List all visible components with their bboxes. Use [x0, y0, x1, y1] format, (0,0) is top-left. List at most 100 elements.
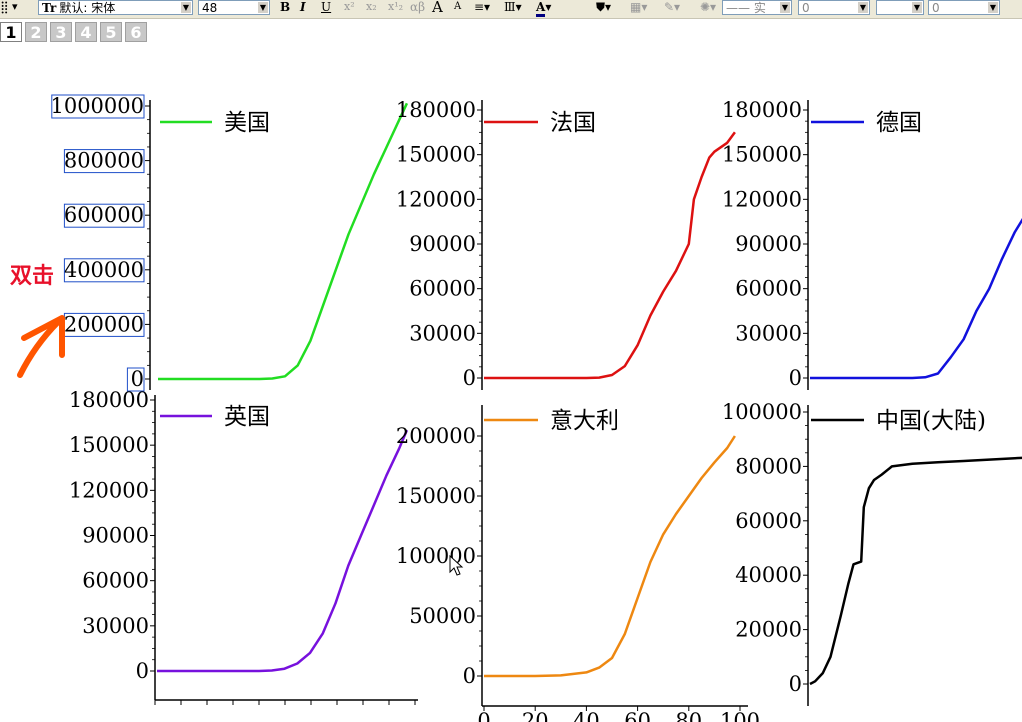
- mouse-cursor-icon: [449, 554, 464, 576]
- size-value: 0: [932, 1, 940, 15]
- y-tick-label: 120000: [396, 187, 476, 211]
- superscript-button[interactable]: x²: [344, 0, 355, 13]
- double-click-annotation: 双击: [10, 264, 65, 378]
- chart-panel-1: 0 200000 400000 600000 800000 1000000 美国: [50, 94, 409, 392]
- annotation-label: 双击: [10, 264, 54, 289]
- y-tick-label: 0: [789, 366, 802, 390]
- y-tick-label: 60000: [82, 569, 149, 593]
- subsuper-button[interactable]: x¹₂: [388, 0, 404, 13]
- font-family-dropdown-icon[interactable]: ▼: [181, 2, 191, 13]
- line-width-select[interactable]: 0 ▼: [798, 0, 870, 15]
- x-tick-label: 100: [720, 709, 760, 722]
- size-select[interactable]: 0 ▼: [928, 0, 1000, 15]
- text-style-icon[interactable]: Ⅲ▾: [504, 0, 522, 14]
- greek-button[interactable]: αβ: [410, 0, 426, 14]
- y-tick-selection-box: [63, 203, 145, 228]
- y-tick-label: 120000: [722, 187, 802, 211]
- decrease-font-button[interactable]: A: [454, 1, 462, 12]
- chart-panel-3: 0 30000 60000 90000 120000 150000 180000 德国: [722, 98, 1022, 390]
- formatting-toolbar: ⣿ ▾ Tr 默认: 宋体 ▼ 48 ▼ B I U x² x₂ x¹₂ αβ A…: [0, 0, 1022, 19]
- line-width-value: 0: [802, 1, 810, 15]
- border-dropdown-icon[interactable]: ▼: [912, 2, 922, 13]
- legend-label: 意大利: [550, 408, 619, 434]
- x-tick-label: 80: [675, 709, 702, 722]
- arrow-icon: [17, 319, 61, 378]
- font-color-button[interactable]: A▾: [536, 0, 551, 17]
- bold-button[interactable]: B: [280, 0, 291, 14]
- y-tick-label: 180000: [396, 98, 476, 122]
- y-tick-label: 150000: [396, 484, 476, 508]
- toolbar-grip-icon[interactable]: ⣿: [0, 0, 9, 14]
- y-tick-label: 100000: [396, 544, 476, 568]
- font-size-dropdown-icon[interactable]: ▼: [258, 2, 268, 13]
- y-tick-label: 0: [463, 366, 476, 390]
- y-tick-label: 0: [789, 672, 802, 696]
- y-tick-label: 30000: [82, 614, 149, 638]
- y-tick-label: 400000: [64, 258, 144, 282]
- y-tick-label: 0: [463, 664, 476, 688]
- page-tab-5[interactable]: 5: [100, 22, 122, 42]
- chart-panel-4: 0 30000 60000 90000 120000 150000 180000 英国: [69, 388, 418, 705]
- y-tick-label: 50000: [409, 604, 476, 628]
- font-type-icon: Tr: [42, 1, 57, 15]
- page-tab-2[interactable]: 2: [25, 22, 47, 42]
- y-tick-label: 150000: [396, 143, 476, 167]
- page-tab-4[interactable]: 4: [75, 22, 97, 42]
- line-width-dropdown-icon[interactable]: ▼: [858, 2, 868, 13]
- y-tick-label: 180000: [69, 388, 149, 412]
- subscript-button[interactable]: x₂: [366, 0, 377, 13]
- x-tick-label: 60: [624, 709, 651, 722]
- y-tick-label: 0: [136, 659, 149, 683]
- y-tick-selection-box: [63, 258, 145, 283]
- font-family-select[interactable]: Tr 默认: 宋体 ▼: [38, 0, 193, 15]
- line-style-dropdown-icon[interactable]: ▼: [780, 2, 790, 13]
- border-select[interactable]: ▼: [876, 0, 924, 15]
- toolbar-options-chevron-icon[interactable]: ▾: [12, 0, 18, 13]
- page-tab-3[interactable]: 3: [50, 22, 72, 42]
- legend-label: 德国: [876, 110, 922, 136]
- line-style-value: —— 实: [726, 1, 766, 15]
- y-tick-label: 90000: [82, 524, 149, 548]
- arrow-head-icon: [21, 315, 65, 358]
- y-tick-label: 200000: [396, 424, 476, 448]
- page-tab-6[interactable]: 6: [125, 22, 147, 42]
- line-color-icon[interactable]: ✎▾: [664, 0, 681, 14]
- legend-label: 中国(大陆): [876, 408, 986, 434]
- page-tab-1[interactable]: 1: [0, 22, 22, 42]
- font-size-select[interactable]: 48 ▼: [198, 0, 270, 15]
- size-dropdown-icon[interactable]: ▼: [988, 2, 998, 13]
- font-color-icon: A: [536, 0, 546, 17]
- font-family-value: 默认: 宋体: [59, 1, 116, 15]
- increase-font-button[interactable]: A: [432, 0, 443, 16]
- chart-panel-2: 0 30000 60000 90000 120000 150000 180000 法国: [396, 98, 736, 390]
- y-tick-label: 80000: [735, 454, 802, 478]
- font-size-value: 48: [202, 1, 218, 15]
- line-style-select[interactable]: —— 实 ▼: [722, 0, 792, 15]
- y-tick-label: 60000: [409, 277, 476, 301]
- data-series-line: [484, 131, 736, 380]
- underline-button[interactable]: U: [321, 0, 332, 14]
- legend-label: 美国: [224, 110, 270, 136]
- fill-color-icon[interactable]: ⛊▾: [596, 0, 612, 14]
- y-tick-label: 100000: [722, 400, 802, 424]
- y-tick-label: 30000: [409, 321, 476, 345]
- effects-icon[interactable]: ✺▾: [700, 0, 717, 14]
- y-tick-label: 180000: [722, 98, 802, 122]
- align-icon[interactable]: ≡▾: [474, 0, 491, 14]
- y-tick-selection-box: [63, 149, 145, 174]
- y-tick-label: 800000: [64, 149, 144, 173]
- italic-button[interactable]: I: [300, 0, 306, 14]
- data-series-line: [158, 102, 409, 381]
- chart-panel-6: 0 20000 40000 60000 80000 100000 中国(大陆): [722, 400, 1022, 706]
- x-tick-label: 0: [477, 709, 490, 722]
- y-tick-selection-box: [126, 367, 145, 392]
- y-tick-label: 200000: [64, 312, 144, 336]
- data-series-line: [157, 429, 409, 673]
- y-tick-label: 120000: [69, 478, 149, 502]
- y-tick-label: 20000: [735, 618, 802, 642]
- x-tick-label: 20: [522, 709, 549, 722]
- y-tick-label: 150000: [69, 433, 149, 457]
- pattern-icon[interactable]: ▦▾: [630, 0, 648, 14]
- x-tick-label: 40: [573, 709, 600, 722]
